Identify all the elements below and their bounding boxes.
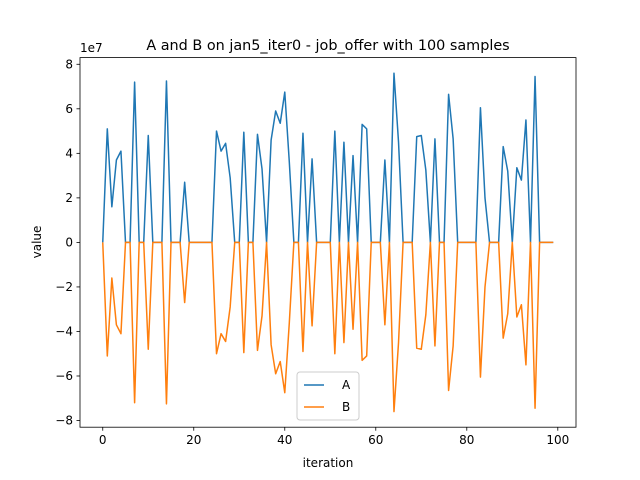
legend-label-b: B	[342, 400, 350, 414]
y-tick-label: −4	[55, 324, 73, 338]
y-tick-label: 4	[65, 146, 73, 160]
y-tick-label: −8	[55, 414, 73, 428]
x-axis-label: iteration	[303, 456, 354, 470]
y-tick-label: 8	[65, 57, 73, 71]
series-line-b	[102, 241, 554, 413]
y-tick-label: −2	[55, 280, 73, 294]
legend-label-a: A	[342, 378, 351, 392]
y-axis: −8 −6 −4 −2 0 2 4 6 8	[55, 57, 80, 428]
x-tick-label: 0	[99, 433, 107, 447]
x-tick-label: 80	[459, 433, 474, 447]
legend-frame	[296, 371, 360, 421]
y-axis-label: value	[30, 226, 44, 259]
x-tick-label: 20	[186, 433, 201, 447]
legend: A B	[296, 371, 360, 421]
y-tick-label: −6	[55, 369, 73, 383]
y-offset-label: 1e7	[80, 41, 103, 55]
series-layer	[102, 72, 554, 413]
x-axis: 0 20 40 60 80 100	[99, 427, 569, 447]
x-tick-label: 100	[546, 433, 569, 447]
y-tick-label: 2	[65, 191, 73, 205]
x-tick-label: 60	[368, 433, 383, 447]
chart-title: A and B on jan5_iter0 - job_offer with 1…	[146, 38, 509, 54]
y-tick-label: 0	[65, 235, 73, 249]
x-tick-label: 40	[277, 433, 292, 447]
y-tick-label: 6	[65, 102, 73, 116]
